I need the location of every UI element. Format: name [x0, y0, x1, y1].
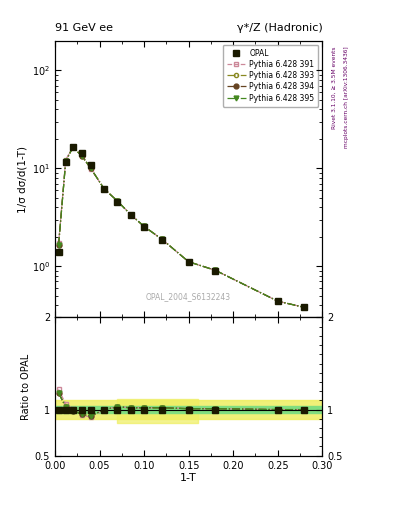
Text: γ*/Z (Hadronic): γ*/Z (Hadronic): [237, 23, 322, 33]
Bar: [55, 400, 322, 419]
Legend: OPAL, Pythia 6.428 391, Pythia 6.428 393, Pythia 6.428 394, Pythia 6.428 395: OPAL, Pythia 6.428 391, Pythia 6.428 393…: [223, 45, 318, 106]
Y-axis label: Ratio to OPAL: Ratio to OPAL: [20, 353, 31, 420]
Text: mcplots.cern.ch [arXiv:1306.3436]: mcplots.cern.ch [arXiv:1306.3436]: [344, 46, 349, 148]
Text: 91 GeV ee: 91 GeV ee: [55, 23, 113, 33]
Bar: [55, 406, 322, 413]
Text: Rivet 3.1.10, ≥ 3.5M events: Rivet 3.1.10, ≥ 3.5M events: [332, 46, 337, 129]
X-axis label: 1-T: 1-T: [180, 473, 197, 483]
Y-axis label: 1/σ dσ/d(1-T): 1/σ dσ/d(1-T): [18, 146, 28, 212]
Text: OPAL_2004_S6132243: OPAL_2004_S6132243: [146, 292, 231, 301]
